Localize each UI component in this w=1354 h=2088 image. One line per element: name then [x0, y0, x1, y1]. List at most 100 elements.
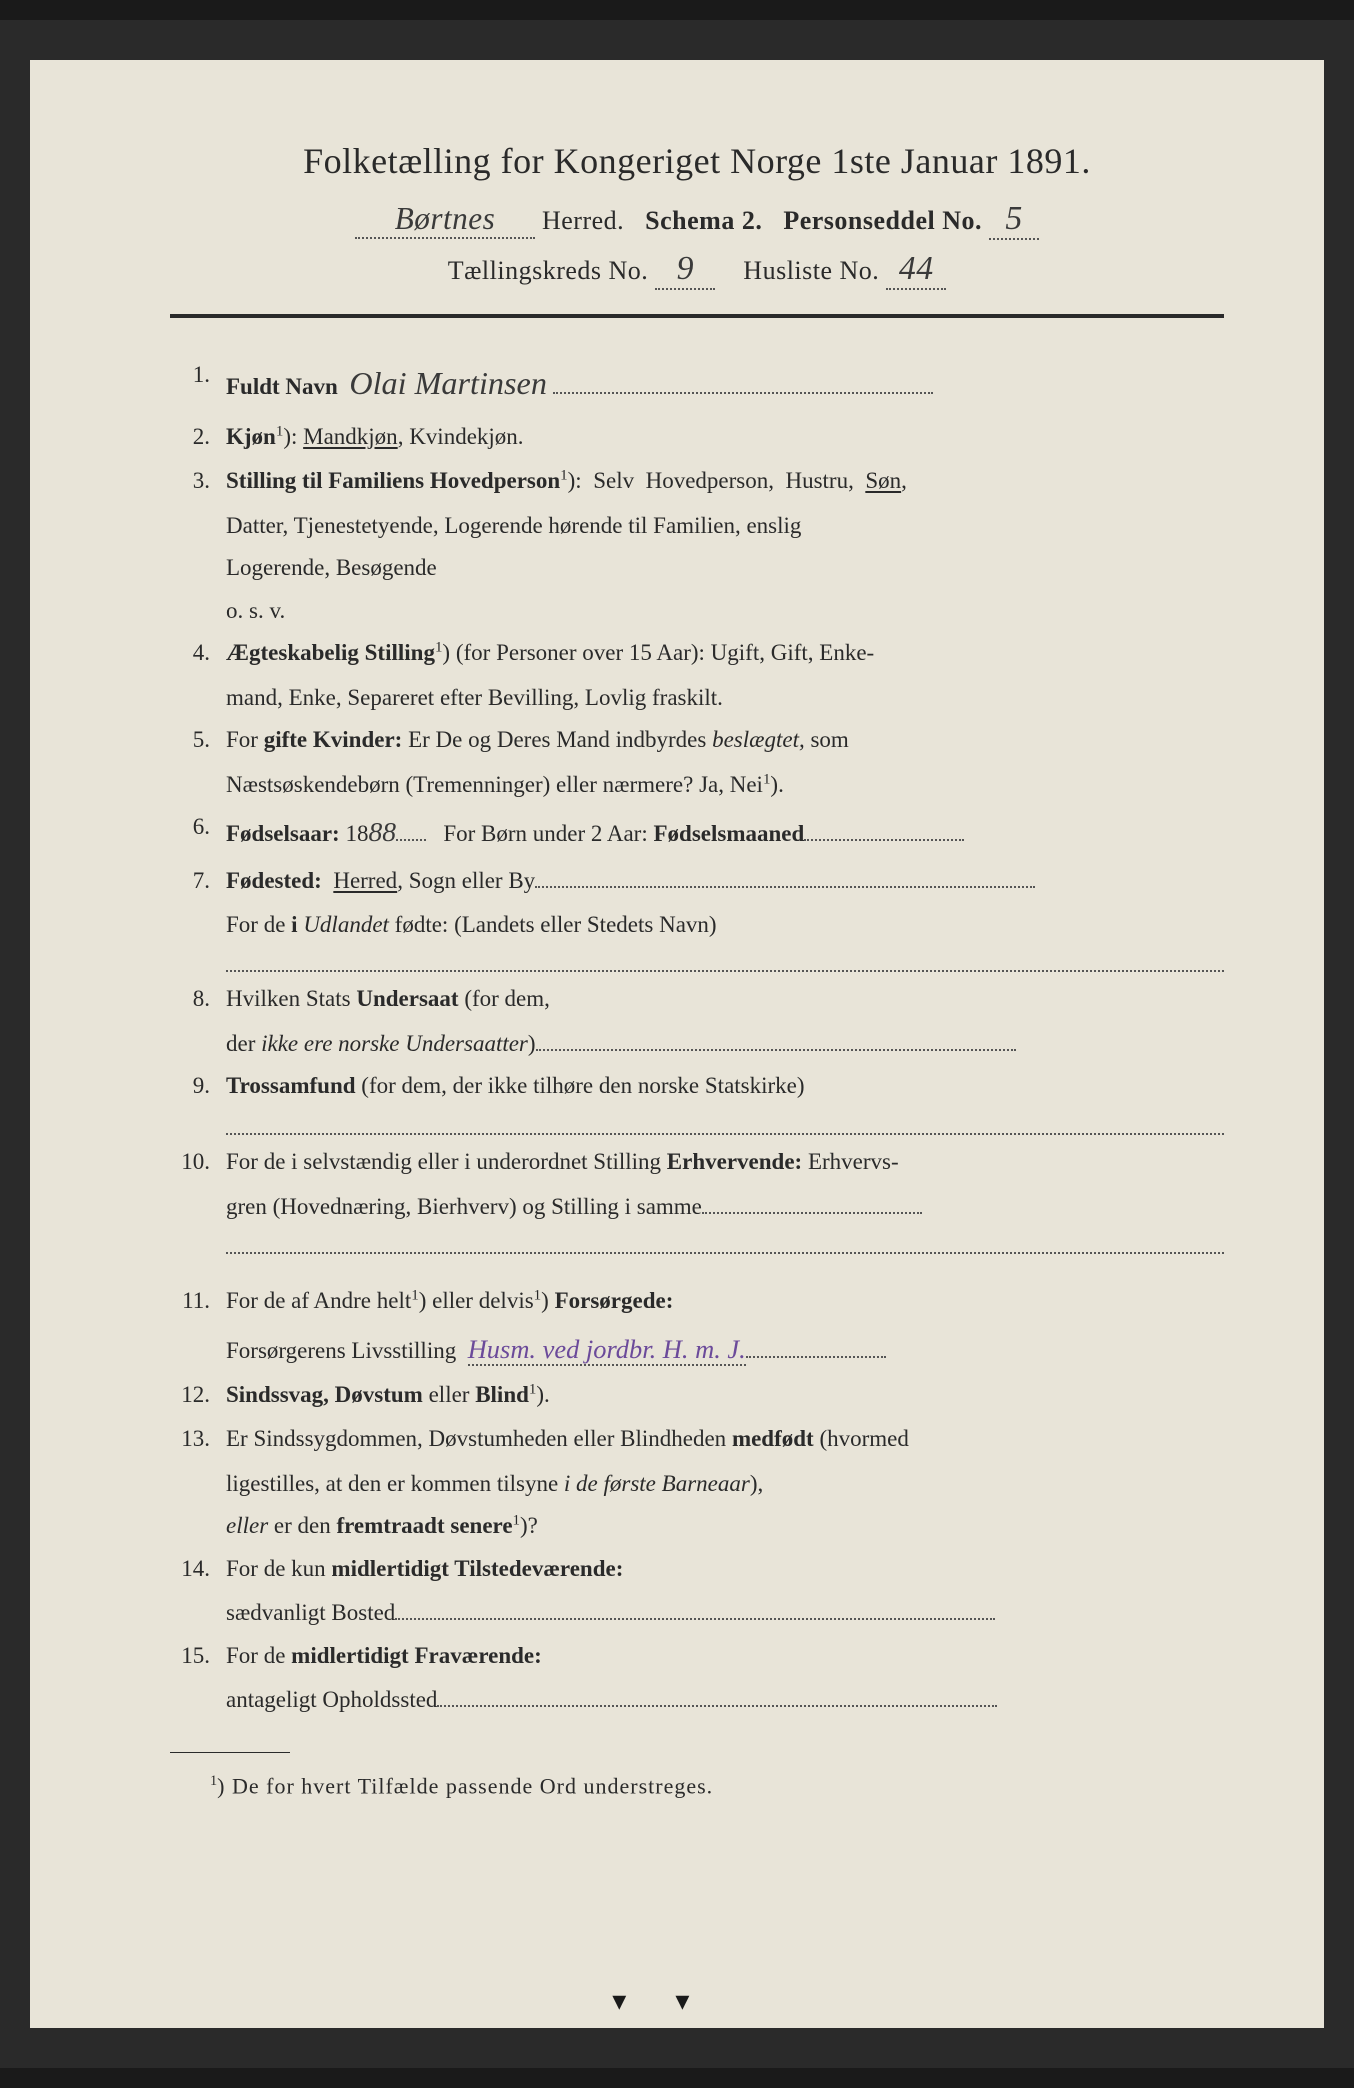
item-no: 1. — [170, 354, 226, 414]
label-forsorgede: Forsørgede: — [555, 1288, 674, 1313]
item-10-text-b: Erhvervs- — [802, 1149, 898, 1174]
item-10-line2-text: gren (Hovednæring, Bierhverv) og Stillin… — [226, 1194, 702, 1219]
label-blind: Blind — [475, 1382, 529, 1407]
item-11-text-a: For de af Andre helt — [226, 1288, 411, 1313]
item-7-text: , Sogn eller By — [397, 868, 535, 893]
item-13-line2: ligestilles, at den er kommen tilsyne i … — [170, 1463, 1224, 1506]
item-15-line2-text: antageligt Opholdssted — [226, 1687, 437, 1712]
schema-label: Schema 2. — [645, 206, 762, 235]
dotted-line — [226, 947, 1224, 973]
dotted-fill — [746, 1356, 886, 1358]
item-no: 7. — [170, 860, 226, 903]
item-10: 10. For de i selvstændig eller i underor… — [170, 1141, 1224, 1184]
item-11-text-b: ) eller delvis — [419, 1288, 534, 1313]
item-2: 2. Kjøn1): Mandkjøn, Kvindekjøn. — [170, 416, 1224, 459]
label-fravarende: midlertidigt Fraværende: — [291, 1643, 542, 1668]
census-form-page: Folketælling for Kongeriget Norge 1ste J… — [30, 60, 1324, 2028]
item-13-text-b: (hvormed — [814, 1426, 909, 1451]
item-11: 11. For de af Andre helt1) eller delvis1… — [170, 1280, 1224, 1323]
sup: 1 — [276, 423, 283, 439]
item-8-text-b: (for dem, — [459, 986, 550, 1011]
item-14: 14. For de kun midlertidigt Tilstedevære… — [170, 1548, 1224, 1591]
footnote: 1) De for hvert Tilfælde passende Ord un… — [170, 1773, 1224, 1799]
item-content: Fuldt Navn Olai Martinsen — [226, 354, 1224, 414]
item-11-line2: Forsørgerens Livsstilling Husm. ved jord… — [170, 1325, 1224, 1374]
item-5-line2: Næstsøskendebørn (Tremenninger) eller næ… — [170, 764, 1224, 807]
item-6-text2: For Børn under 2 Aar: — [443, 821, 653, 846]
item-8-text-a: Hvilken Stats — [226, 986, 356, 1011]
item-11-text-c: ) — [541, 1288, 554, 1313]
item-content: For de kun midlertidigt Tilstedeværende: — [226, 1548, 1224, 1591]
sup: 1 — [560, 467, 567, 483]
dotted-line — [226, 1110, 1224, 1136]
item-5: 5. For gifte Kvinder: Er De og Deres Man… — [170, 719, 1224, 762]
item-content: Ægteskabelig Stilling1) (for Personer ov… — [226, 632, 1224, 675]
item-3-line4: o. s. v. — [170, 590, 1224, 633]
label-fodselsaar: Fødselsaar: — [226, 821, 340, 846]
dotted-fill — [396, 839, 426, 841]
scan-background: Folketælling for Kongeriget Norge 1ste J… — [0, 20, 1354, 2068]
year-hw: 88 — [368, 806, 396, 857]
item-no: 12. — [170, 1374, 226, 1417]
item-14-text-a: For de kun — [226, 1556, 331, 1581]
dotted-fill — [437, 1705, 997, 1707]
item-no: 10. — [170, 1141, 226, 1184]
personseddel-label: Personseddel No. — [783, 206, 982, 235]
item-no: 9. — [170, 1065, 226, 1108]
item-no: 8. — [170, 978, 226, 1021]
label-stilling: Stilling til Familiens Hovedperson — [226, 468, 560, 493]
item-5-prefix: For — [226, 727, 264, 752]
item-content: For de midlertidigt Fraværende: — [226, 1635, 1224, 1678]
herred-label: Herred. — [542, 206, 624, 235]
item-8-line2b: ) — [528, 1031, 536, 1056]
footnote-rule — [170, 1752, 290, 1753]
item-no: 3. — [170, 460, 226, 503]
item-7: 7. Fødested: Herred, Sogn eller By — [170, 860, 1224, 903]
dotted-line — [226, 1229, 1224, 1255]
item-7-italic: Udlandet — [303, 912, 389, 937]
item-content: Stilling til Familiens Hovedperson1): Se… — [226, 460, 1224, 503]
item-9-text: (for dem, der ikke tilhøre den norske St… — [356, 1073, 805, 1098]
header-rule — [170, 314, 1224, 318]
item-13: 13. Er Sindssygdommen, Døvstumheden elle… — [170, 1418, 1224, 1461]
item-content: Kjøn1): Mandkjøn, Kvindekjøn. — [226, 416, 1224, 459]
husliste-no: 44 — [886, 250, 946, 290]
item-4-paren: (for Personer over 15 Aar): Ugift, Gift,… — [450, 640, 874, 665]
spacer — [170, 1260, 1224, 1280]
item-5-text2: som — [805, 727, 849, 752]
item-13-italic: i de første Barneaar — [564, 1471, 750, 1496]
item-13-line2a: ligestilles, at den er kommen tilsyne — [226, 1471, 564, 1496]
item-13-line3c: )? — [520, 1513, 538, 1538]
item-7-line2b: i — [291, 912, 303, 937]
item-13-line2b: ), — [750, 1471, 763, 1496]
item-content: For de af Andre helt1) eller delvis1) Fo… — [226, 1280, 1224, 1323]
item-3-line2: Datter, Tjenestetyende, Logerende hørend… — [170, 505, 1224, 548]
stilling-underlined: Søn — [865, 468, 901, 493]
item-5-line2a: Næstsøskendebørn (Tremenninger) eller næ… — [226, 772, 763, 797]
item-7-line2a: For de — [226, 912, 291, 937]
item-15-text-a: For de — [226, 1643, 291, 1668]
item-content: For gifte Kvinder: Er De og Deres Mand i… — [226, 719, 1224, 762]
dotted-fill — [553, 392, 933, 394]
item-content: Fødselsaar: 1888 For Børn under 2 Aar: F… — [226, 806, 1224, 857]
item-content: For de i selvstændig eller i underordnet… — [226, 1141, 1224, 1184]
tear-mark-icon: ▾ ▾ — [612, 1984, 689, 2018]
item-content: Er Sindssygdommen, Døvstumheden eller Bl… — [226, 1418, 1224, 1461]
item-9: 9. Trossamfund (for dem, der ikke tilhør… — [170, 1065, 1224, 1108]
item-7-line2c: fødte: (Landets eller Stedets Navn) — [389, 912, 717, 937]
item-13-line3b: er den — [268, 1513, 336, 1538]
label-fodselsmaaned: Fødselsmaaned — [653, 821, 804, 846]
dotted-fill — [804, 839, 964, 841]
item-no: 4. — [170, 632, 226, 675]
item-no: 13. — [170, 1418, 226, 1461]
item-no: 2. — [170, 416, 226, 459]
item-12-text-b: ). — [536, 1382, 549, 1407]
item-13-line3: eller er den fremtraadt senere1)? — [170, 1505, 1224, 1548]
dotted-fill — [536, 1049, 1016, 1051]
label-fodested: Fødested: — [226, 868, 322, 893]
label-kjon: Kjøn — [226, 424, 276, 449]
item-no: 6. — [170, 806, 226, 857]
taellingskreds-label: Tællingskreds No. — [448, 256, 649, 285]
fodested-underlined: Herred — [333, 868, 397, 893]
item-13-text-a: Er Sindssygdommen, Døvstumheden eller Bl… — [226, 1426, 732, 1451]
